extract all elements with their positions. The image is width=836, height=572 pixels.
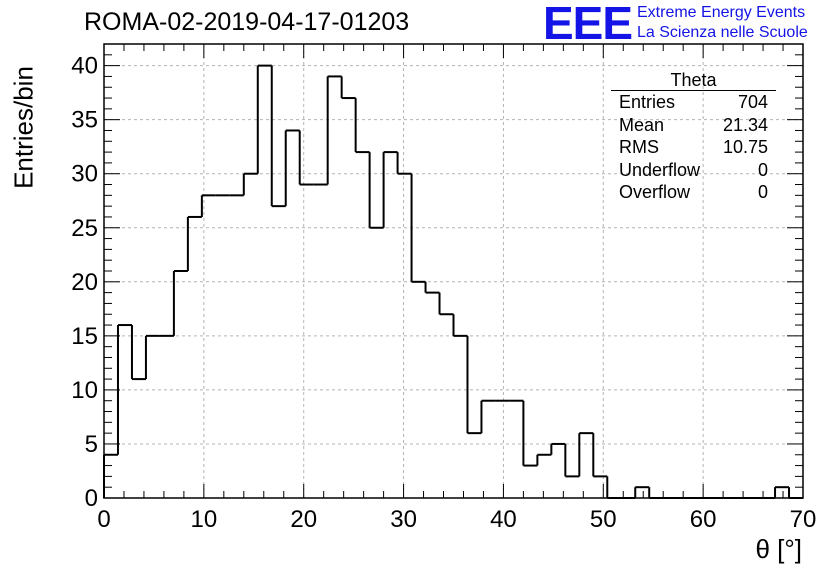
stats-label: Underflow: [619, 159, 701, 180]
stats-row: Underflow 0: [611, 159, 776, 182]
y-tick-label: 35: [71, 107, 98, 134]
stats-row: Entries 704: [611, 91, 776, 114]
histogram-bin: [242, 172, 258, 196]
stats-box: Theta Entries 704 Mean 21.34 RMS 10.75 U…: [611, 70, 776, 204]
stats-row: Mean 21.34: [611, 114, 776, 137]
y-tick-label: 20: [71, 269, 98, 296]
histogram-bin: [522, 400, 538, 467]
stats-value: 704: [737, 92, 768, 112]
histogram-bin: [452, 314, 468, 337]
y-tick-label: 10: [71, 377, 98, 404]
y-axis-label: Entries/bin: [8, 66, 39, 189]
histogram-bin: [564, 443, 580, 478]
x-tick-label: 10: [191, 506, 218, 533]
histogram-bin: [340, 76, 356, 100]
histogram-bin: [788, 487, 803, 499]
stats-title: Theta: [611, 70, 776, 91]
histogram-bin: [130, 325, 146, 381]
stats-label: RMS: [619, 137, 659, 157]
histogram-bin: [186, 215, 202, 271]
stats-value: 0: [757, 159, 768, 180]
histogram-bin: [578, 432, 594, 477]
histogram-bin: [270, 65, 286, 208]
histogram-bin: [144, 334, 160, 380]
chart-title: ROMA-02-2019-04-17-01203: [84, 8, 410, 36]
histogram-bin: [396, 152, 412, 175]
y-tick-label: 25: [71, 215, 98, 242]
axis-ticks: [103, 43, 804, 499]
logo-caption-line2: La Scienza nelle Scuole: [637, 24, 808, 41]
logo-caption: Extreme Energy Events La Scienza nelle S…: [637, 3, 808, 43]
tick-labels: 0 10 20 30 40 50 60 70 0 5 10 15 20 25 30 35 40: [71, 53, 816, 533]
histogram-bin: [172, 270, 188, 336]
y-tick-label: 40: [71, 53, 98, 80]
stats-value: 0: [757, 182, 768, 202]
x-tick-label: 40: [490, 506, 517, 533]
logo-caption-line1: Extreme Energy Events: [637, 4, 806, 21]
x-tick-label: 50: [590, 506, 617, 533]
stats-value: 21.34: [722, 114, 768, 135]
histogram-bin: [326, 75, 342, 185]
x-tick-label: 30: [390, 506, 417, 533]
stats-row: RMS 10.75: [611, 136, 776, 159]
stats-label: Entries: [619, 92, 676, 112]
x-tick-label: 60: [690, 506, 717, 533]
y-tick-label: 30: [71, 161, 98, 188]
y-tick-label: 0: [85, 485, 98, 512]
y-tick-label: 15: [71, 323, 98, 350]
histogram-bin: [438, 292, 454, 316]
x-tick-label: 0: [97, 506, 110, 533]
histogram-bin: [634, 486, 650, 498]
histogram-bin: [466, 335, 482, 435]
eee-logo: EEE: [543, 0, 633, 49]
histogram-bin: [424, 281, 440, 294]
histogram-bin: [298, 130, 314, 186]
stats-label: Overflow: [619, 182, 691, 202]
histogram-bin: [410, 173, 426, 283]
histogram-bin: [354, 98, 370, 154]
histogram-bin: [774, 486, 790, 498]
stats-row: Overflow 0: [611, 181, 776, 204]
histogram-bin: [648, 487, 664, 499]
histogram-bin: [382, 151, 398, 228]
histogram-bin: [592, 433, 608, 478]
y-tick-label: 5: [85, 431, 98, 458]
stats-label: Mean: [619, 114, 665, 135]
histogram-bin: [284, 129, 300, 207]
histogram-bin: [200, 194, 216, 217]
x-axis-label: θ [°]: [755, 534, 802, 564]
histogram-bin: [480, 399, 496, 434]
histogram-bin: [606, 476, 622, 499]
histogram-bin: [256, 64, 272, 174]
x-tick-label: 70: [790, 506, 817, 533]
histogram-bin: [550, 442, 566, 455]
histogram-bin: [368, 152, 384, 229]
x-tick-label: 20: [290, 506, 317, 533]
stats-value: 10.75: [722, 137, 768, 157]
histogram-bin: [536, 453, 552, 466]
